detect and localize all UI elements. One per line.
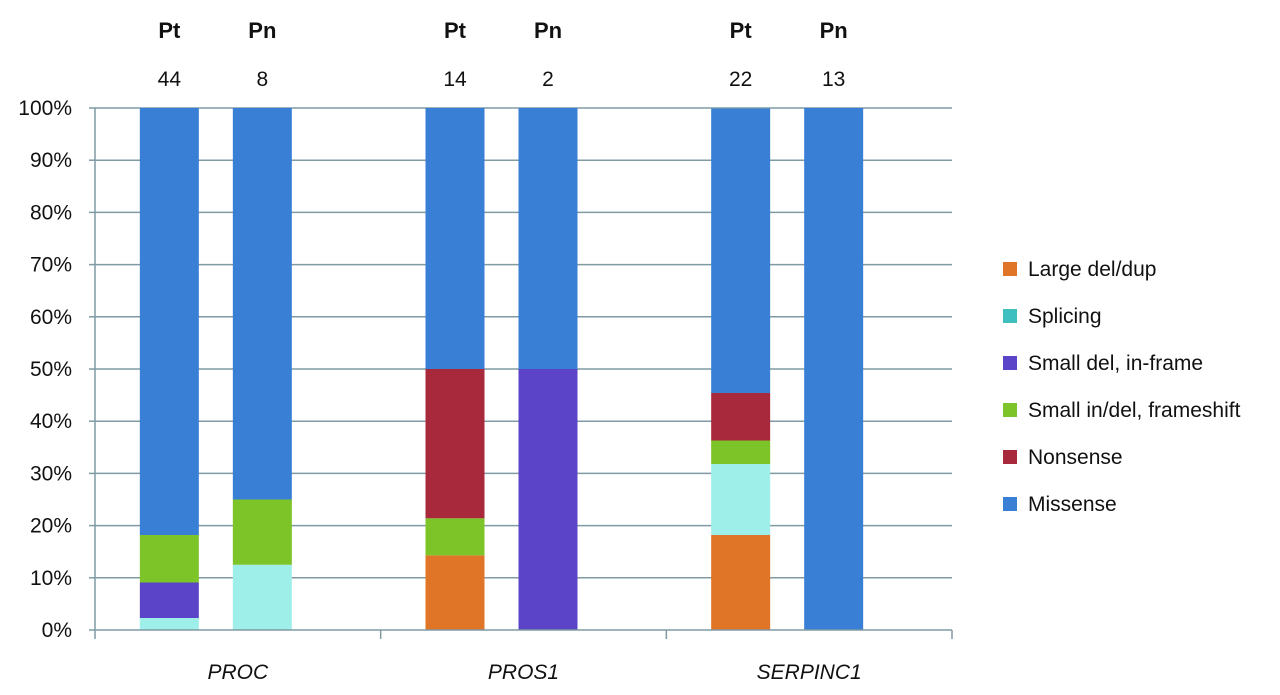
bars — [139, 108, 864, 630]
bar-segment-splicing — [711, 464, 771, 535]
bar-segment-missense — [425, 108, 485, 369]
y-tick-label: 30% — [30, 462, 72, 485]
bar-header-label: Pt — [444, 18, 467, 43]
group-label: SERPINC1 — [757, 661, 862, 684]
bar-segment-splicing — [232, 564, 292, 630]
bar-count-label: 22 — [729, 68, 752, 91]
legend-label: Nonsense — [1028, 446, 1123, 469]
legend-label: Missense — [1028, 493, 1117, 516]
bar-header-label: Pt — [730, 18, 753, 43]
bar-count-label: 8 — [256, 68, 268, 91]
legend-swatch — [1003, 497, 1017, 511]
bar-segment-nonsense — [425, 369, 485, 519]
legend-swatch — [1003, 356, 1017, 370]
bar-segment-nonsense — [711, 393, 771, 441]
y-tick-label: 50% — [30, 358, 72, 381]
bar-segment-small-in-del-frameshift — [711, 440, 771, 465]
legend-swatch — [1003, 403, 1017, 417]
bar-count-label: 44 — [158, 68, 182, 91]
bar-segment-large-del-dup — [711, 534, 771, 630]
bar-segment-missense — [711, 108, 771, 394]
y-tick-label: 0% — [42, 619, 72, 642]
group-label: PROS1 — [488, 661, 559, 684]
bar-header-label: Pt — [158, 18, 181, 43]
legend-swatch — [1003, 450, 1017, 464]
bar-segment-small-in-del-frameshift — [139, 534, 199, 583]
bar-segment-small-del-in-frame — [139, 582, 199, 618]
bar-segment-missense — [804, 108, 864, 630]
legend-swatch — [1003, 309, 1017, 323]
y-tick-label: 10% — [30, 567, 72, 590]
bar-segment-missense — [518, 108, 578, 369]
bar-segment-small-del-in-frame — [518, 369, 578, 630]
y-tick-label: 40% — [30, 410, 72, 433]
bar-header-label: Pn — [820, 18, 848, 43]
legend-label: Small del, in-frame — [1028, 352, 1203, 375]
y-tick-label: 90% — [30, 149, 72, 172]
bar-count-label: 14 — [443, 68, 467, 91]
bar-segment-missense — [232, 108, 292, 500]
bar-segment-small-in-del-frameshift — [425, 518, 485, 556]
bar-segment-splicing — [139, 617, 199, 630]
legend-label: Splicing — [1028, 305, 1102, 328]
y-tick-label: 80% — [30, 201, 72, 224]
y-tick-label: 100% — [18, 97, 72, 120]
bar-header-label: Pn — [534, 18, 562, 43]
legend-label: Large del/dup — [1028, 258, 1156, 281]
y-tick-label: 60% — [30, 306, 72, 329]
bar-segment-small-in-del-frameshift — [232, 499, 292, 565]
labels: 0% 10% 20% 30% 40% 50% 60% 70% 80% 90% 100% PROC PRO… — [18, 18, 861, 684]
y-tick-label: 20% — [30, 515, 72, 538]
legend-swatch — [1003, 262, 1017, 276]
bar-segment-large-del-dup — [425, 555, 485, 630]
y-tick-label: 70% — [30, 254, 72, 277]
bar-count-label: 13 — [822, 68, 845, 91]
legend-label: Small in/del, frameshift — [1028, 399, 1241, 422]
axes — [89, 107, 953, 639]
bar-segment-missense — [139, 108, 199, 535]
group-label: PROC — [207, 661, 269, 684]
bar-count-label: 2 — [542, 68, 554, 91]
bar-header-label: Pn — [248, 18, 276, 43]
legend: Large del/dup Splicing Small del, in-frame… — [1003, 258, 1241, 516]
